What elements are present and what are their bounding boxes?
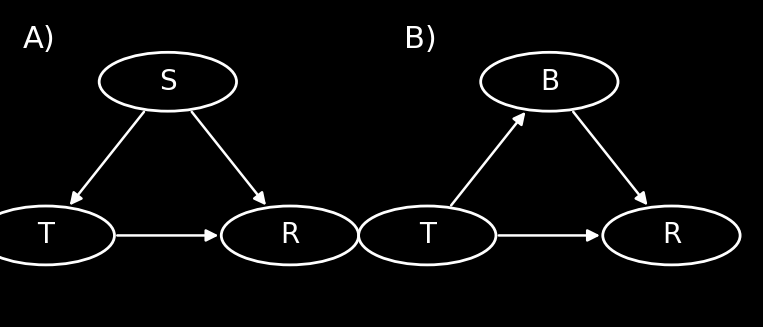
Text: T: T (419, 221, 436, 250)
Circle shape (359, 206, 496, 265)
Circle shape (481, 52, 618, 111)
Text: B: B (539, 68, 559, 96)
Text: R: R (280, 221, 300, 250)
Circle shape (0, 206, 114, 265)
Circle shape (221, 206, 359, 265)
Text: R: R (662, 221, 681, 250)
Text: B): B) (404, 25, 437, 54)
Circle shape (99, 52, 237, 111)
Text: S: S (159, 68, 177, 96)
Text: A): A) (23, 25, 56, 54)
Text: T: T (37, 221, 54, 250)
Circle shape (603, 206, 740, 265)
